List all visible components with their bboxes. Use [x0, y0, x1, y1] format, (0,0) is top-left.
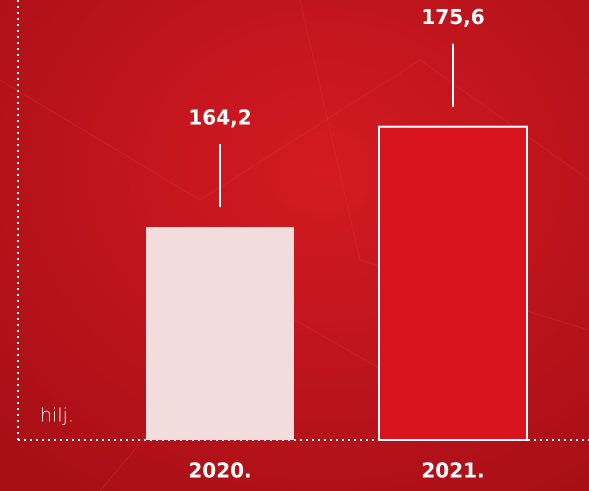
- unit-label: hilj.: [40, 405, 74, 427]
- bar: [378, 125, 528, 441]
- x-tick-label: 2021.: [421, 459, 484, 483]
- value-label: 164,2: [188, 106, 251, 130]
- value-label: 175,6: [421, 5, 484, 29]
- bar: [146, 227, 294, 440]
- x-tick-label: 2020.: [188, 459, 251, 483]
